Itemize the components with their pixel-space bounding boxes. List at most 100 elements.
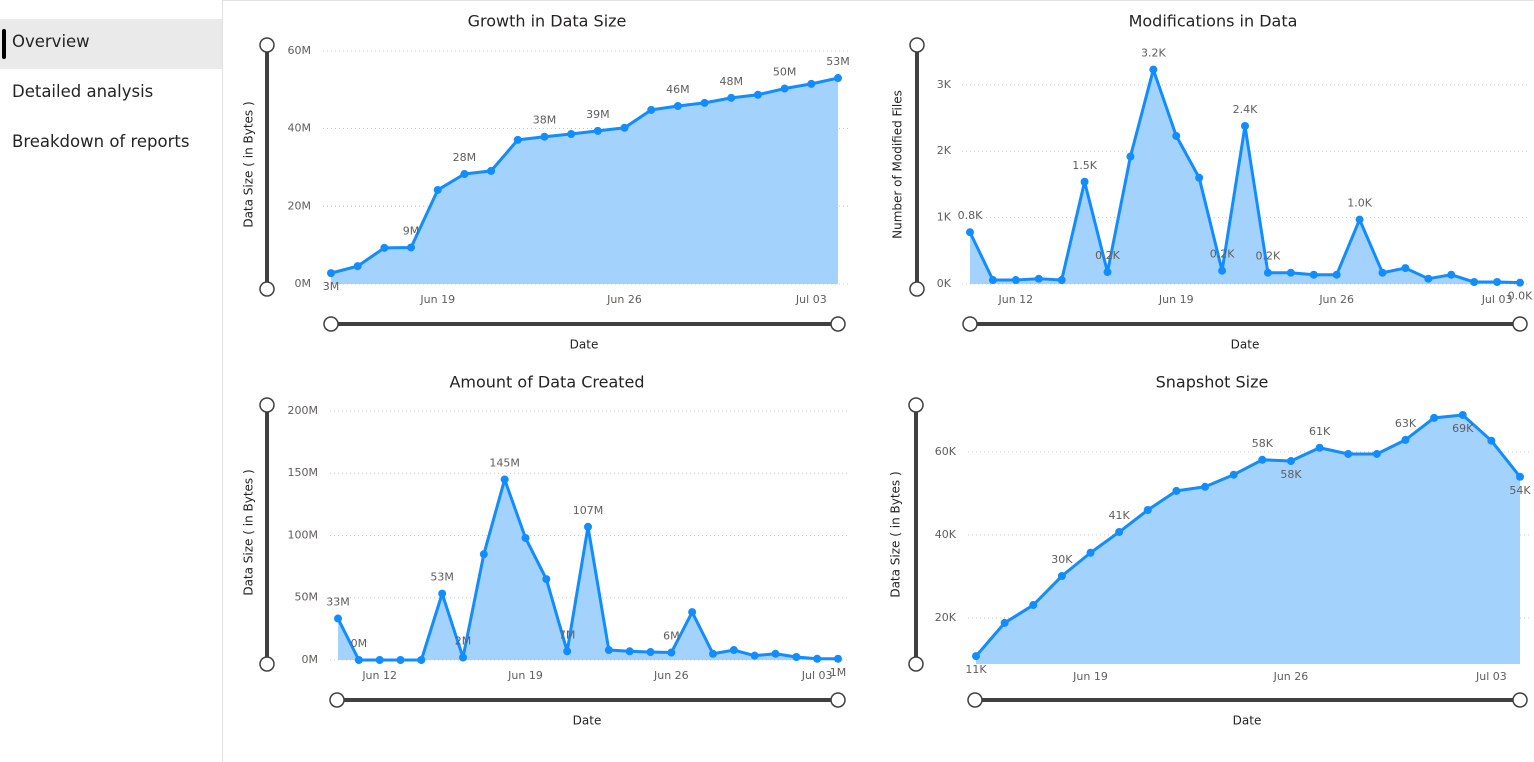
data-label: 2M xyxy=(455,635,472,648)
slider-handle xyxy=(259,397,275,413)
point xyxy=(1286,457,1295,466)
point xyxy=(540,132,549,141)
slider-handle xyxy=(830,316,846,332)
data-label: 38M xyxy=(533,114,557,127)
point xyxy=(438,589,447,598)
point xyxy=(327,269,335,278)
point xyxy=(1201,482,1210,491)
x-axis-label: Date xyxy=(1233,714,1262,728)
y-tick-label: 40K xyxy=(935,528,957,541)
point xyxy=(1258,455,1267,464)
point xyxy=(353,262,362,271)
y-tick-label: 0K xyxy=(937,277,952,290)
point xyxy=(1263,268,1272,277)
slider-handle xyxy=(909,281,925,297)
chart-title: Modifications in Data xyxy=(1129,12,1298,31)
point xyxy=(417,656,426,664)
x-tick-label: Jun 19 xyxy=(1158,293,1194,306)
data-label: 0.0K xyxy=(1508,290,1533,303)
point xyxy=(1516,278,1524,287)
point xyxy=(667,648,676,657)
area xyxy=(976,414,1520,664)
x-tick-label: Jul 03 xyxy=(1475,670,1507,683)
point xyxy=(807,79,816,88)
nav-item[interactable]: Breakdown of reports xyxy=(12,132,190,151)
nav-item[interactable]: Detailed analysis xyxy=(12,82,154,101)
point xyxy=(396,656,405,664)
point xyxy=(604,646,613,655)
data-label: 48M xyxy=(720,75,744,88)
y-tick-label: 150M xyxy=(288,466,319,479)
data-label: 0.2K xyxy=(1210,248,1235,261)
point xyxy=(513,135,522,144)
point xyxy=(1424,274,1433,283)
data-label: 61K xyxy=(1309,425,1331,438)
y-tick-label: 40M xyxy=(288,122,312,135)
data-label: 30K xyxy=(1051,553,1073,566)
point xyxy=(1401,435,1410,444)
data-label: 0.8K xyxy=(958,209,983,222)
point xyxy=(1378,268,1387,277)
point xyxy=(1034,274,1043,283)
data-label: 7M xyxy=(559,628,576,641)
data-label: 0M xyxy=(351,637,368,650)
x-axis-label: Date xyxy=(570,338,599,352)
data-label: 1.5K xyxy=(1072,159,1097,172)
area xyxy=(970,69,1520,284)
data-label: 11K xyxy=(965,663,987,676)
slider-handle xyxy=(329,692,345,708)
y-tick-label: 20M xyxy=(288,199,312,212)
slider-handle xyxy=(909,37,925,53)
point xyxy=(460,170,469,179)
point xyxy=(1332,270,1341,279)
divider xyxy=(223,0,1534,1)
x-axis-label: Date xyxy=(573,714,602,728)
point xyxy=(521,533,530,542)
x-tick-label: Jun 26 xyxy=(606,293,642,306)
point xyxy=(1286,268,1295,277)
data-label: 0.2K xyxy=(1095,249,1120,262)
point xyxy=(1115,528,1124,537)
y-tick-label: 60M xyxy=(288,44,312,57)
y-axis-label: Data Size ( in Bytes ) xyxy=(242,101,256,227)
point xyxy=(813,654,822,663)
x-tick-label: Jun 12 xyxy=(361,669,397,682)
point xyxy=(988,276,997,285)
point xyxy=(1447,270,1456,279)
point xyxy=(500,475,509,484)
point xyxy=(1470,278,1479,287)
point xyxy=(1080,177,1089,186)
point xyxy=(1315,443,1324,452)
point xyxy=(1172,131,1181,140)
point xyxy=(479,550,488,559)
point xyxy=(834,74,842,83)
sidebar: Overview Detailed analysis Breakdown of re… xyxy=(0,0,223,762)
point xyxy=(1493,278,1502,287)
x-tick-label: Jul 03 xyxy=(801,669,833,682)
point xyxy=(584,522,592,531)
line xyxy=(974,413,1522,658)
point xyxy=(688,608,697,617)
data-label: 46M xyxy=(666,83,690,96)
point xyxy=(1458,410,1467,419)
nav-item[interactable]: Overview xyxy=(0,19,222,69)
slider-handle xyxy=(908,656,924,672)
point xyxy=(1355,215,1364,224)
data-label: 58K xyxy=(1280,468,1302,481)
x-axis-label: Date xyxy=(1231,338,1260,352)
point xyxy=(1086,548,1095,557)
y-tick-label: 1K xyxy=(937,211,952,224)
slider-handle xyxy=(908,397,924,413)
point xyxy=(709,649,717,658)
point xyxy=(1218,266,1227,275)
point xyxy=(792,653,801,662)
point xyxy=(1516,472,1524,481)
point xyxy=(1143,506,1152,515)
data-label: 28M xyxy=(453,151,477,164)
point xyxy=(966,228,974,237)
data-label: 54K xyxy=(1509,484,1531,497)
y-tick-label: 2K xyxy=(937,144,952,157)
point xyxy=(834,654,842,663)
data-label: 3.2K xyxy=(1141,47,1166,60)
